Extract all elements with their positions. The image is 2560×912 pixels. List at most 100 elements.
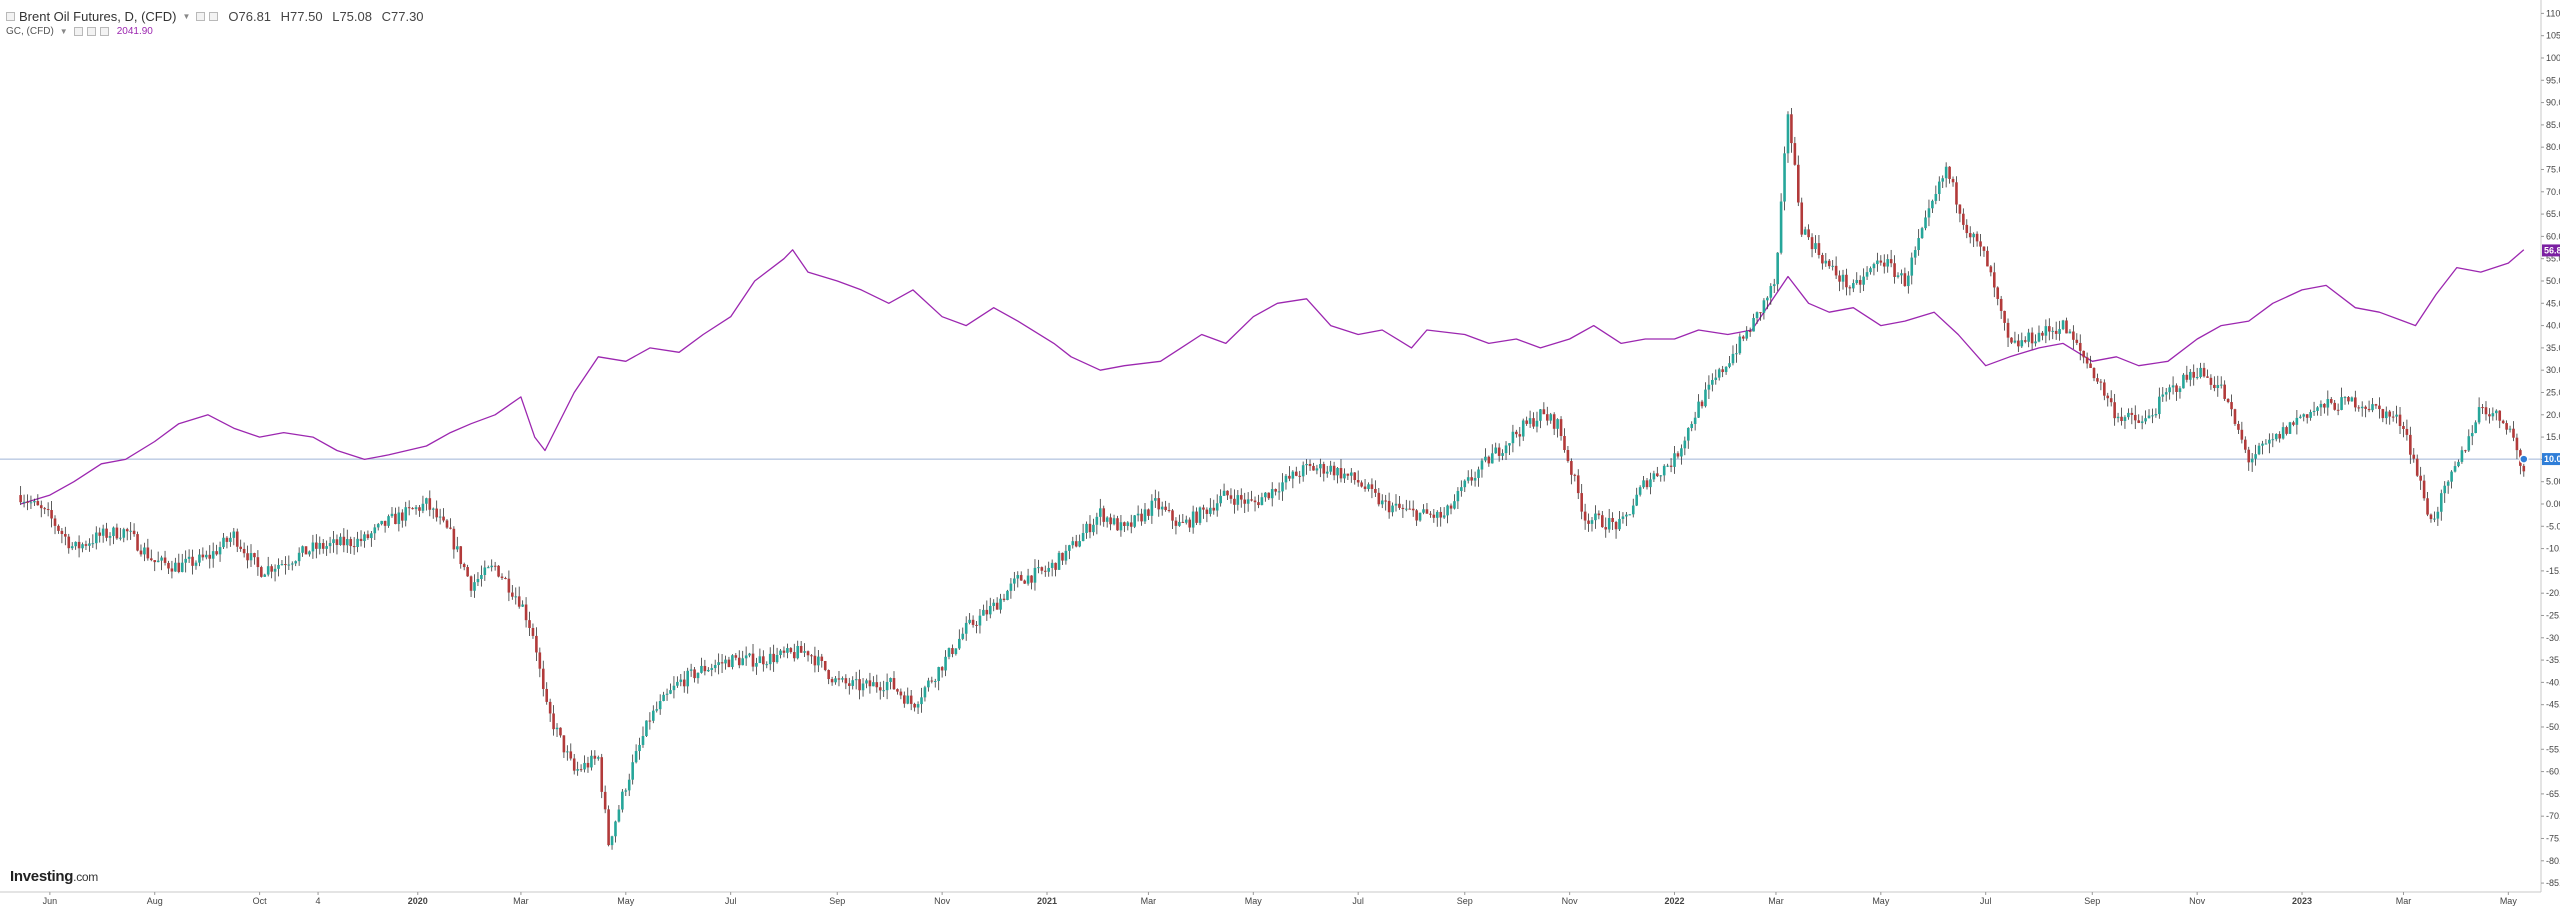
candle-body bbox=[1319, 464, 1322, 469]
chevron-down-icon[interactable]: ▼ bbox=[182, 12, 191, 21]
candle-body bbox=[1391, 505, 1394, 513]
candle-body bbox=[555, 727, 559, 730]
candle-body bbox=[2288, 422, 2292, 434]
candle-body bbox=[607, 809, 610, 846]
candle-body bbox=[2243, 439, 2247, 450]
candle-body bbox=[1642, 480, 1645, 488]
main-symbol-label[interactable]: Brent Oil Futures, D, (CFD) bbox=[19, 9, 177, 24]
candle-body bbox=[1061, 552, 1064, 561]
candle-body bbox=[2381, 409, 2385, 419]
candle-body bbox=[524, 604, 528, 621]
candle-body bbox=[1638, 487, 1642, 495]
candle-body bbox=[2161, 394, 2165, 397]
candle-body bbox=[1105, 517, 1109, 522]
candle-body bbox=[105, 528, 108, 538]
x-tick-label: Mar bbox=[1768, 896, 1784, 906]
candle-body bbox=[552, 713, 555, 730]
chevron-down-icon[interactable]: ▼ bbox=[59, 27, 68, 36]
candle-body bbox=[36, 501, 40, 506]
candle-body bbox=[2223, 384, 2226, 399]
x-tick-label: Nov bbox=[2189, 896, 2206, 906]
candle-body bbox=[2426, 498, 2429, 515]
candle-body bbox=[2226, 398, 2230, 403]
candle-body bbox=[435, 508, 438, 518]
candle-body bbox=[483, 567, 487, 575]
candle-body bbox=[1886, 259, 1889, 267]
compare-symbol-label[interactable]: GC, (CFD) bbox=[6, 26, 54, 37]
candle-body bbox=[1814, 243, 1817, 250]
candle-body bbox=[235, 531, 239, 547]
axis-frame bbox=[0, 0, 2542, 893]
candle-body bbox=[263, 574, 267, 577]
candle-body bbox=[548, 701, 552, 714]
candle-body bbox=[2491, 413, 2495, 417]
candle-body bbox=[1583, 511, 1587, 521]
candle-body bbox=[1504, 445, 1508, 454]
candle-body bbox=[400, 512, 404, 521]
candle-body bbox=[2384, 411, 2388, 419]
candle-body bbox=[978, 615, 982, 626]
candle-body bbox=[1332, 465, 1336, 476]
candle-body bbox=[2501, 420, 2505, 424]
candle-body bbox=[480, 574, 483, 580]
candle-body bbox=[813, 655, 817, 666]
y-tick-label: 75.00% bbox=[2546, 164, 2560, 174]
candle-body bbox=[1731, 353, 1735, 364]
candle-body bbox=[689, 669, 693, 671]
candle-body bbox=[610, 836, 614, 846]
candle-body bbox=[1539, 409, 1542, 421]
candle-body bbox=[1707, 384, 1711, 390]
candle-body bbox=[1927, 208, 1931, 218]
x-axis[interactable]: Jun Aug Oct 4 2020 Mar May Jul Sep Nov 2021 Mar May J… bbox=[43, 892, 2518, 906]
candle-body bbox=[2020, 340, 2024, 347]
candle-body bbox=[682, 679, 686, 687]
collapse-icon[interactable] bbox=[6, 12, 15, 21]
candle-body bbox=[1776, 252, 1779, 285]
candle-body bbox=[74, 541, 77, 547]
settings-icon[interactable] bbox=[196, 12, 206, 21]
candle-body bbox=[837, 678, 841, 680]
candle-body bbox=[762, 656, 765, 665]
low-value: L75.08 bbox=[332, 9, 372, 24]
candle-body bbox=[786, 648, 789, 653]
close-icon[interactable] bbox=[209, 12, 219, 21]
candle-body bbox=[1092, 524, 1095, 533]
candle-body bbox=[1384, 500, 1387, 502]
candle-body bbox=[469, 576, 473, 591]
candle-body bbox=[2116, 416, 2120, 419]
candle-body bbox=[1690, 423, 1694, 428]
candle-body bbox=[2171, 385, 2175, 388]
candle-body bbox=[1477, 469, 1480, 478]
close-icon[interactable] bbox=[99, 27, 109, 36]
main-symbol-row[interactable]: Brent Oil Futures, D, (CFD) ▼ O76.81 H77… bbox=[6, 8, 430, 25]
y-axis[interactable]: 110.00% 105.00% 100.00% 95.00% 90.00% 85.00% 8… bbox=[2541, 8, 2560, 888]
x-tick-label: May bbox=[2500, 896, 2518, 906]
candle-body bbox=[1071, 541, 1075, 546]
candle-body bbox=[1040, 567, 1044, 571]
candle-body bbox=[2505, 423, 2508, 430]
candle-body bbox=[290, 563, 294, 565]
candle-body bbox=[1907, 275, 1910, 287]
settings-icon[interactable] bbox=[86, 27, 96, 36]
candle-body bbox=[909, 695, 913, 704]
candle-body bbox=[1350, 472, 1353, 476]
candle-body bbox=[1532, 418, 1535, 427]
candle-body bbox=[899, 691, 903, 696]
candle-body bbox=[490, 565, 493, 568]
candle-body bbox=[1037, 567, 1040, 569]
candle-body bbox=[1700, 401, 1704, 407]
candle-body bbox=[2216, 385, 2220, 389]
visibility-icon[interactable] bbox=[73, 27, 83, 36]
candle-body bbox=[1222, 490, 1226, 496]
candle-body bbox=[1109, 517, 1112, 525]
compare-symbol-row[interactable]: GC, (CFD) ▼ 2041.90 bbox=[6, 25, 430, 38]
candle-body bbox=[1783, 153, 1786, 202]
candle-body bbox=[1879, 260, 1883, 263]
candle-body bbox=[2013, 340, 2017, 343]
compare-value: 2041.90 bbox=[116, 26, 153, 37]
candle-body bbox=[376, 524, 380, 528]
candle-body bbox=[958, 638, 961, 649]
candle-body bbox=[332, 539, 335, 544]
